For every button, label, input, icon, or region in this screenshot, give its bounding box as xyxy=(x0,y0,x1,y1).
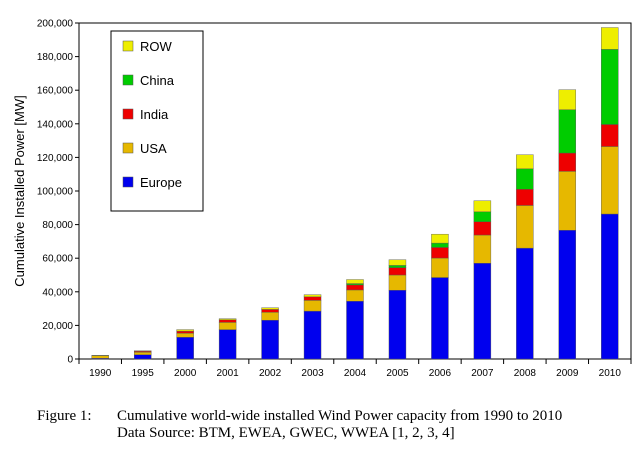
bar-segment-europe xyxy=(133,354,152,360)
x-tick-label: 1990 xyxy=(89,368,112,379)
bar-segment-row xyxy=(91,355,109,357)
bar-segment-india xyxy=(516,189,534,206)
bar-segment-europe xyxy=(218,329,237,360)
bar-segment-india xyxy=(218,319,237,323)
bar-segment-europe xyxy=(473,263,492,360)
x-tick-label: 1995 xyxy=(132,368,155,379)
x-tick-label: 2008 xyxy=(514,368,537,379)
legend-label-india: India xyxy=(140,107,169,122)
bar-segment-row xyxy=(303,294,322,298)
bar-segment-china xyxy=(431,242,449,248)
y-tick-label: 80,000 xyxy=(42,220,73,231)
bar-segment-row xyxy=(473,200,492,213)
bar-segment-usa xyxy=(431,257,449,278)
bar-segment-europe xyxy=(346,301,364,360)
x-tick-label: 2009 xyxy=(556,368,579,379)
bar-segment-europe xyxy=(303,310,322,360)
bar-segment-europe xyxy=(558,230,577,360)
bar-segment-china xyxy=(388,265,407,268)
bar-segment-usa xyxy=(261,312,279,321)
bar-segment-europe xyxy=(388,290,407,360)
figure-number: Figure 1: xyxy=(37,408,92,424)
y-tick-label: 60,000 xyxy=(42,254,73,265)
bar-segment-china xyxy=(346,283,364,286)
bar-segment-india xyxy=(346,284,364,291)
bar-segment-row xyxy=(346,279,364,284)
bar-segment-india xyxy=(431,247,449,259)
legend-label-usa: USA xyxy=(140,141,167,156)
bar-segment-india xyxy=(601,124,619,147)
bar-segment-row xyxy=(176,329,194,332)
legend-label-europe: Europe xyxy=(140,175,182,190)
bar-segment-usa xyxy=(303,300,322,312)
y-tick-label: 20,000 xyxy=(42,321,73,332)
bar-segment-usa xyxy=(516,205,534,249)
bar-segment-europe xyxy=(176,337,194,360)
bar-segment-usa xyxy=(133,351,152,355)
x-tick-label: 2002 xyxy=(259,368,282,379)
bar-segment-row xyxy=(601,27,619,50)
legend-swatch-europe xyxy=(122,176,134,188)
legend-label-china: China xyxy=(140,73,175,88)
y-tick-label: 120,000 xyxy=(37,153,74,164)
x-tick-label: 2000 xyxy=(174,368,197,379)
bar-segment-row xyxy=(516,154,534,170)
bar-segment-india xyxy=(388,267,407,276)
bar-segment-india xyxy=(303,296,322,301)
y-tick-label: 180,000 xyxy=(37,52,74,63)
bar-segment-europe xyxy=(516,247,534,360)
x-tick-label: 2003 xyxy=(301,368,324,379)
bar-segment-usa xyxy=(346,289,364,302)
x-tick-label: 2010 xyxy=(599,368,622,379)
bar-segment-china xyxy=(601,49,619,125)
x-tick-label: 2005 xyxy=(386,368,409,379)
bar-segment-row xyxy=(218,318,237,321)
bar-segment-row xyxy=(133,350,152,352)
bar-segment-row xyxy=(558,89,577,110)
bar-segment-india xyxy=(558,152,577,172)
legend-swatch-china xyxy=(122,74,134,86)
x-tick-label: 2006 xyxy=(429,368,452,379)
bar-segment-usa xyxy=(218,322,237,330)
bar-segment-usa xyxy=(558,171,577,231)
x-tick-label: 2004 xyxy=(344,368,367,379)
y-tick-label: 200,000 xyxy=(37,19,74,30)
legend-swatch-row xyxy=(122,40,134,52)
y-tick-label: 0 xyxy=(67,355,73,366)
bar-segment-china xyxy=(516,168,534,190)
x-tick-label: 2001 xyxy=(216,368,239,379)
legend-label-row: ROW xyxy=(140,39,173,54)
legend: ROW China India USA Europe xyxy=(110,30,204,212)
bar-segment-row xyxy=(261,307,279,310)
bar-segment-usa xyxy=(91,355,109,359)
bar-segment-europe xyxy=(601,213,619,360)
bar-segment-china xyxy=(558,109,577,154)
figure-caption: Figure 1: Cumulative world-wide installed… xyxy=(37,408,637,442)
bar-segment-india xyxy=(473,221,492,236)
bar-segment-row xyxy=(431,233,449,244)
y-tick-label: 100,000 xyxy=(37,187,74,198)
legend-swatch-usa xyxy=(122,142,134,154)
bar-segment-usa xyxy=(473,234,492,264)
legend-swatch-india xyxy=(122,108,134,120)
bar-segment-europe xyxy=(261,319,279,360)
y-tick-label: 160,000 xyxy=(37,86,74,97)
caption-line-2: Data Source: BTM, EWEA, GWEC, WWEA [1, 2… xyxy=(117,425,455,441)
y-tick-label: 40,000 xyxy=(42,287,73,298)
y-tick-label: 140,000 xyxy=(37,119,74,130)
bar-segment-row xyxy=(388,259,407,266)
bar-segment-usa xyxy=(176,332,194,338)
caption-line-1: Cumulative world-wide installed Wind Pow… xyxy=(117,408,563,424)
bar-segment-india xyxy=(261,309,279,313)
chart: 0 20,000 40,000 60,000 80,000 100,000 120,000 1… xyxy=(12,19,632,379)
bar-segment-usa xyxy=(601,146,619,215)
x-tick-label: 2007 xyxy=(471,368,494,379)
y-axis-label: Cumulative Installed Power [MW] xyxy=(12,95,27,286)
bar-segment-europe xyxy=(431,277,449,360)
bar-segment-usa xyxy=(388,274,407,291)
bar-segment-china xyxy=(473,211,492,222)
bar-segment-india xyxy=(176,330,194,334)
